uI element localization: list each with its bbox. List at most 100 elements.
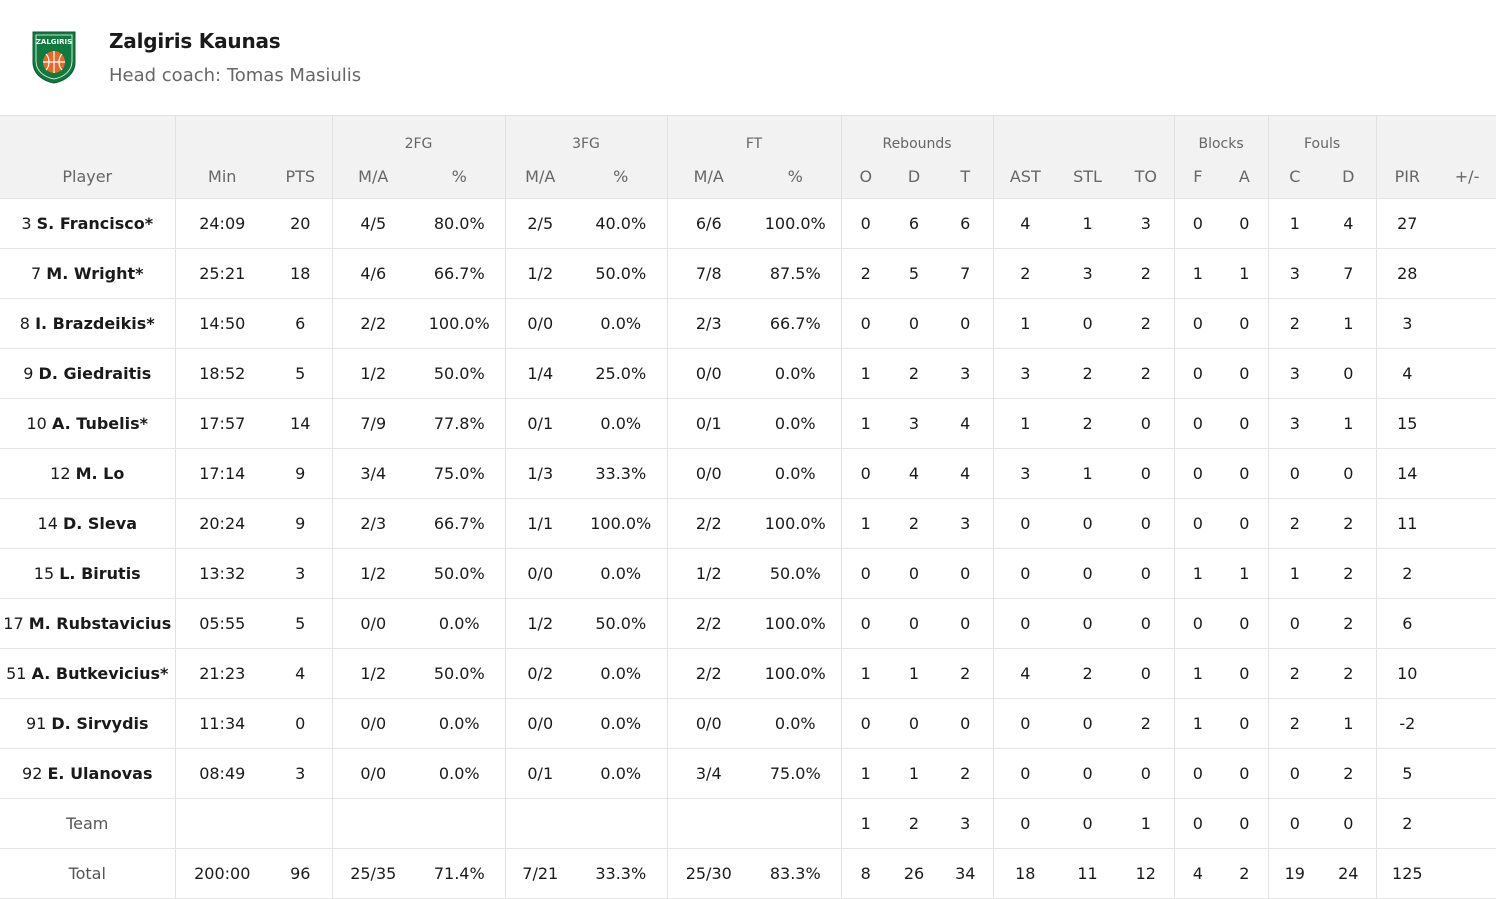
player-row[interactable]: 51 A. Butkevicius* 21:23 4 1/2 50.0% 0/2 0.0% 2… <box>0 648 1496 699</box>
player-name-link[interactable]: D. Sleva <box>62 514 137 533</box>
cell-blk-a: 0 <box>1221 348 1269 399</box>
cell-to: 2 <box>1118 248 1175 299</box>
cell-min: 25:21 <box>174 248 269 299</box>
cell-ast: 0 <box>992 598 1058 649</box>
cell-stl: 1 <box>1057 198 1119 249</box>
cell-reb-d: 0 <box>890 298 939 349</box>
player-name-link[interactable]: S. Francisco* <box>36 214 154 233</box>
cell-reb-o: 1 <box>840 798 891 849</box>
cell-ft-ma: 0/0 <box>666 698 750 749</box>
cell-pts <box>269 798 332 849</box>
cell-foul-d: 7 <box>1321 248 1377 299</box>
cell-ft-ma: 2/2 <box>666 498 750 549</box>
player-row[interactable]: 9 D. Giedraitis 18:52 5 1/2 50.0% 1/4 25.0% 0/0… <box>0 348 1496 399</box>
player-name-link[interactable]: M. Lo <box>75 464 125 483</box>
cell-to: 0 <box>1118 648 1175 699</box>
cell-stl: 0 <box>1057 548 1119 599</box>
cell-blk-a: 0 <box>1221 648 1269 699</box>
cell-ast: 2 <box>992 248 1058 299</box>
player-row[interactable]: 8 I. Brazdeikis* 14:50 6 2/2 100.0% 0/0 0.0% 2/… <box>0 298 1496 349</box>
cell-blk-f: 0 <box>1173 198 1222 249</box>
cell-ft-ma: 2/3 <box>666 298 750 349</box>
cell-foul-d: 2 <box>1321 548 1377 599</box>
cell-pir: 2 <box>1375 548 1439 599</box>
cell-pm <box>1438 848 1496 899</box>
cell-min: 17:14 <box>174 448 269 499</box>
player-name-link[interactable]: D. Giedraitis <box>38 364 152 383</box>
player-name-link[interactable]: M. Wright* <box>46 264 144 283</box>
cell-blk-f: 0 <box>1173 348 1222 399</box>
cell-min <box>174 798 269 849</box>
player-row[interactable]: 92 E. Ulanovas 08:49 3 0/0 0.0% 0/1 0.0% 3/4 75.… <box>0 748 1496 799</box>
cell-fg2-ma: 2/2 <box>331 298 414 349</box>
player-name-link[interactable]: D. Sirvydis <box>51 714 149 733</box>
cell-reb-t: 3 <box>938 798 994 849</box>
cell-fg3-pct: 100.0% <box>575 498 667 549</box>
cell-blk-a: 0 <box>1221 748 1269 799</box>
cell-ft-pct: 0.0% <box>750 698 842 749</box>
player-row[interactable]: 10 A. Tubelis* 17:57 14 7/9 77.8% 0/1 0.0% 0/1 0… <box>0 398 1496 449</box>
player-row[interactable]: 14 D. Sleva 20:24 9 2/3 66.7% 1/1 100.0% 2/2 100… <box>0 498 1496 549</box>
cell-blk-a: 0 <box>1221 448 1269 499</box>
cell-blk-a: 0 <box>1221 198 1269 249</box>
cell-foul-d: 1 <box>1321 698 1377 749</box>
player-row[interactable]: 3 S. Francisco* 24:09 20 4/5 80.0% 2/5 40.0% 6/… <box>0 198 1496 249</box>
player-row[interactable]: 91 D. Sirvydis 11:34 0 0/0 0.0% 0/0 0.0% 0/0 0.0… <box>0 698 1496 749</box>
player-name-link[interactable]: M. Rubstavicius <box>28 614 172 633</box>
cell-reb-d: 1 <box>890 648 939 699</box>
cell-reb-t: 2 <box>938 748 994 799</box>
cell-foul-c: 0 <box>1267 598 1322 649</box>
cell-pm <box>1438 448 1496 499</box>
player-name-link[interactable]: A. Tubelis* <box>51 414 148 433</box>
player-row[interactable]: 17 M. Rubstavicius 05:55 5 0/0 0.0% 1/2 50.0% 2… <box>0 598 1496 649</box>
cell-blk-f: 0 <box>1173 798 1222 849</box>
cell-fg2-pct: 0.0% <box>414 598 505 649</box>
team-logo-icon: ZALGIRIS <box>32 31 76 84</box>
team-label: Team <box>0 798 175 849</box>
cell-pts: 0 <box>269 698 332 749</box>
cell-to: 0 <box>1118 748 1175 799</box>
cell-reb-t: 3 <box>938 348 994 399</box>
cell-reb-o: 0 <box>840 698 891 749</box>
cell-fg3-ma: 0/2 <box>504 648 575 699</box>
cell-blk-f: 0 <box>1173 448 1222 499</box>
player-name-link[interactable]: A. Butkevicius* <box>31 664 169 683</box>
player-cell: 8 I. Brazdeikis* <box>0 298 175 349</box>
cell-ft-pct: 0.0% <box>750 398 842 449</box>
player-number: 8 <box>19 314 30 333</box>
cell-min: 24:09 <box>174 198 269 249</box>
player-name-link[interactable]: I. Brazdeikis* <box>35 314 155 333</box>
cell-min: 14:50 <box>174 298 269 349</box>
col-header-foul-d: D <box>1321 154 1377 199</box>
cell-reb-d: 0 <box>890 598 939 649</box>
col-header-2fg-pct: % <box>414 154 505 199</box>
player-cell: 7 M. Wright* <box>0 248 175 299</box>
cell-pm <box>1438 748 1496 799</box>
cell-pts: 20 <box>269 198 332 249</box>
head-coach: Head coach: Tomas Masiulis <box>109 65 362 86</box>
cell-ast: 0 <box>992 748 1058 799</box>
player-cell: 3 S. Francisco* <box>0 198 175 249</box>
cell-min: 21:23 <box>174 648 269 699</box>
cell-stl: 0 <box>1057 798 1119 849</box>
player-name-link[interactable]: L. Birutis <box>59 564 141 583</box>
cell-min: 200:00 <box>174 848 269 899</box>
cell-reb-d: 26 <box>890 848 939 899</box>
cell-min: 08:49 <box>174 748 269 799</box>
cell-ast: 4 <box>992 198 1058 249</box>
player-cell: 91 D. Sirvydis <box>0 698 175 749</box>
cell-reb-t: 4 <box>938 398 994 449</box>
player-name-link[interactable]: E. Ulanovas <box>47 764 153 783</box>
cell-to: 0 <box>1118 448 1175 499</box>
cell-fg3-pct: 25.0% <box>575 348 667 399</box>
cell-reb-t: 6 <box>938 198 994 249</box>
cell-foul-d: 4 <box>1321 198 1377 249</box>
player-number: 51 <box>6 664 27 683</box>
cell-min: 13:32 <box>174 548 269 599</box>
cell-pir: 125 <box>1375 848 1439 899</box>
player-row[interactable]: 12 M. Lo 17:14 9 3/4 75.0% 1/3 33.3% 0/0 0.0% 0 4 4… <box>0 448 1496 499</box>
player-row[interactable]: 15 L. Birutis 13:32 3 1/2 50.0% 0/0 0.0% 1/2 50.… <box>0 548 1496 599</box>
player-row[interactable]: 7 M. Wright* 25:21 18 4/6 66.7% 1/2 50.0% 7/8 87… <box>0 248 1496 299</box>
cell-stl: 2 <box>1057 348 1119 399</box>
col-header-blk-a: A <box>1221 154 1269 199</box>
